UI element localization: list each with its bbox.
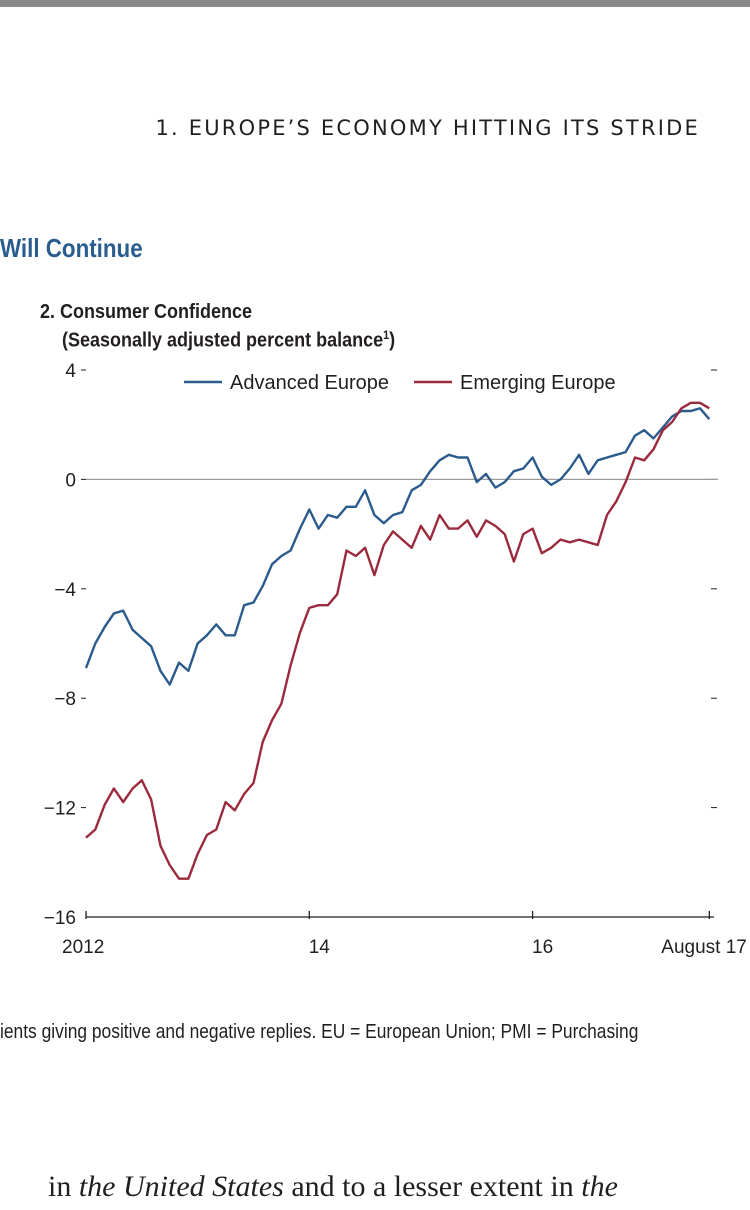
footnote-marker: 1 bbox=[383, 328, 390, 342]
body-text-part-1: in bbox=[48, 1170, 79, 1203]
series-layer bbox=[84, 401, 711, 880]
top-border-bar bbox=[0, 0, 750, 7]
y-tick-label: −16 bbox=[44, 908, 76, 929]
chart-subtitle-close: ) bbox=[389, 329, 396, 352]
emerging-europe-line bbox=[85, 401, 710, 880]
legend-emerging-europe-label: Emerging Europe bbox=[460, 372, 616, 394]
footnote-text: ients giving positive and negative repli… bbox=[0, 1021, 639, 1043]
y-tick-label: 0 bbox=[65, 470, 76, 491]
consumer-confidence-chart: 4 0 −4 −8 −12 −16 2012 14 16 August 17 Advanced E… bbox=[44, 361, 747, 958]
body-paragraph: in the United States and to a lesser ext… bbox=[48, 1170, 618, 1204]
section-title: Will Continue bbox=[0, 233, 143, 263]
x-tick-label: 14 bbox=[309, 937, 331, 958]
chart-subtitle: (Seasonally adjusted percent balance1) bbox=[62, 328, 395, 353]
x-tick-label: August 17 bbox=[661, 937, 747, 958]
body-text-italic-2: the bbox=[581, 1170, 618, 1203]
y-tick-label: −4 bbox=[54, 580, 76, 601]
x-tick-label: 2012 bbox=[62, 937, 104, 958]
running-head: 1. EUROPE’S ECONOMY HITTING ITS STRIDE bbox=[155, 116, 700, 140]
y-tick-label: −8 bbox=[54, 689, 76, 710]
y-tick-label: −12 bbox=[44, 799, 76, 820]
legend-layer: Advanced Europe Emerging Europe bbox=[184, 372, 616, 394]
body-text-italic-1: the United States bbox=[78, 1170, 284, 1203]
axes-layer: 4 0 −4 −8 −12 −16 2012 14 16 August 17 bbox=[44, 361, 747, 958]
legend-advanced-europe-label: Advanced Europe bbox=[230, 372, 389, 394]
y-tick-label: 4 bbox=[65, 361, 76, 382]
x-tick-label: 16 bbox=[532, 937, 553, 958]
chart-title: 2. Consumer Confidence bbox=[40, 301, 253, 323]
advanced-europe-line bbox=[84, 407, 711, 686]
chart-subtitle-text: (Seasonally adjusted percent balance bbox=[62, 329, 384, 352]
body-text-part-2: and to a lesser extent in bbox=[283, 1170, 582, 1203]
